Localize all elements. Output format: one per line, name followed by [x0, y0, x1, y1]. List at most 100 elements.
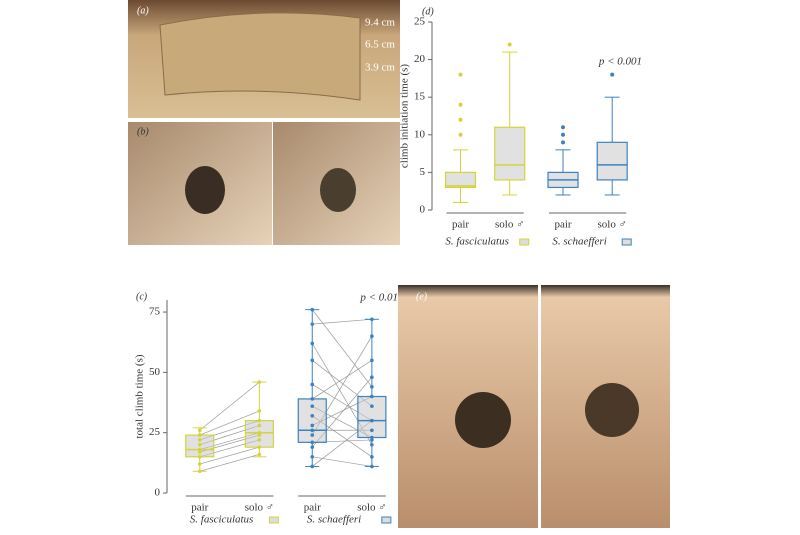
point	[257, 445, 262, 449]
point	[310, 307, 315, 312]
point	[370, 464, 374, 469]
y-tick-label: 25	[414, 16, 426, 28]
y-tick-label: 10	[414, 128, 426, 140]
y-tick-label: 5	[420, 166, 426, 178]
paired-line	[199, 410, 260, 436]
point	[197, 462, 202, 466]
y-axis-title: climb initiation time (s)	[399, 64, 411, 169]
point	[310, 445, 315, 449]
y-tick-label: 0	[155, 487, 161, 499]
outlier	[458, 72, 463, 77]
outlier	[458, 132, 463, 137]
y-tick-label: 25	[149, 426, 161, 438]
outlier	[458, 117, 463, 122]
point	[310, 397, 315, 401]
point	[370, 435, 374, 440]
outlier	[507, 42, 512, 47]
paired-line	[199, 454, 260, 472]
box	[444, 171, 477, 189]
point	[310, 433, 315, 437]
legend-label: S. schaefferi	[552, 236, 606, 248]
point	[197, 433, 202, 437]
x-tick-label: solo ♂	[357, 502, 386, 514]
box	[494, 126, 526, 181]
box	[357, 395, 387, 439]
point	[257, 430, 262, 435]
x-tick-label: solo ♂	[495, 219, 524, 231]
y-tick-label: 75	[149, 306, 161, 318]
paired-line	[312, 318, 372, 325]
x-tick-label: solo ♂	[598, 219, 627, 231]
point	[310, 455, 315, 459]
point	[310, 423, 315, 428]
x-tick-label: solo ♂	[245, 502, 274, 514]
point	[197, 428, 202, 433]
point	[370, 404, 374, 408]
point	[310, 404, 315, 408]
point	[197, 447, 202, 452]
point	[257, 380, 262, 384]
paired-line	[199, 446, 260, 465]
point	[370, 428, 374, 433]
x-tick-label: pair	[554, 219, 571, 231]
paired-line	[199, 381, 260, 431]
point	[197, 455, 202, 459]
point	[370, 334, 374, 338]
panel-label: (a)	[137, 5, 149, 16]
y-tick-label: 20	[414, 53, 426, 65]
point	[257, 418, 262, 423]
point	[370, 375, 374, 380]
paired-line	[312, 360, 373, 400]
beetle	[185, 166, 225, 214]
point	[310, 428, 315, 433]
annotation: p < 0.01	[359, 292, 398, 304]
panel-label: (b)	[137, 126, 149, 137]
point	[197, 438, 202, 442]
point	[370, 442, 374, 447]
paired-line	[312, 456, 372, 467]
y-tick-label: 0	[420, 204, 426, 216]
box	[596, 141, 628, 181]
point	[310, 440, 315, 445]
outlier	[561, 140, 565, 145]
annotation: p < 0.001	[598, 56, 642, 68]
y-tick-label: 15	[414, 91, 426, 103]
y-axis-title: total climb time (s)	[134, 354, 146, 438]
point	[370, 317, 374, 322]
point	[370, 385, 374, 389]
point	[370, 418, 374, 423]
y-tick-label: 50	[149, 366, 161, 378]
legend-swatch	[268, 516, 279, 524]
outlier	[610, 72, 615, 77]
legend-label: S. fasciculatus	[190, 514, 254, 526]
scale-label: 6.5 cm	[365, 39, 395, 51]
x-tick-label: pair	[304, 502, 321, 514]
point	[257, 409, 262, 413]
panel-label: (d)	[422, 6, 434, 17]
x-tick-label: pair	[452, 219, 469, 231]
point	[310, 464, 315, 469]
beetle	[455, 392, 511, 448]
point	[257, 438, 262, 442]
point	[370, 358, 374, 363]
x-tick-label: pair	[191, 502, 208, 514]
panel-label: (e)	[416, 291, 428, 302]
point	[257, 423, 262, 428]
point	[310, 414, 315, 418]
beetle	[585, 383, 639, 437]
point	[310, 341, 315, 346]
paired-line	[311, 309, 373, 388]
outlier	[458, 102, 463, 107]
outlier	[561, 132, 565, 137]
beetle	[320, 168, 356, 212]
arena	[159, 12, 361, 101]
point	[197, 469, 202, 474]
point	[370, 394, 374, 399]
point	[257, 452, 262, 457]
point	[310, 322, 315, 326]
legend-label: S. schaefferi	[307, 514, 361, 526]
panel-label: (c)	[136, 291, 148, 302]
point	[310, 382, 315, 387]
point	[310, 358, 315, 363]
